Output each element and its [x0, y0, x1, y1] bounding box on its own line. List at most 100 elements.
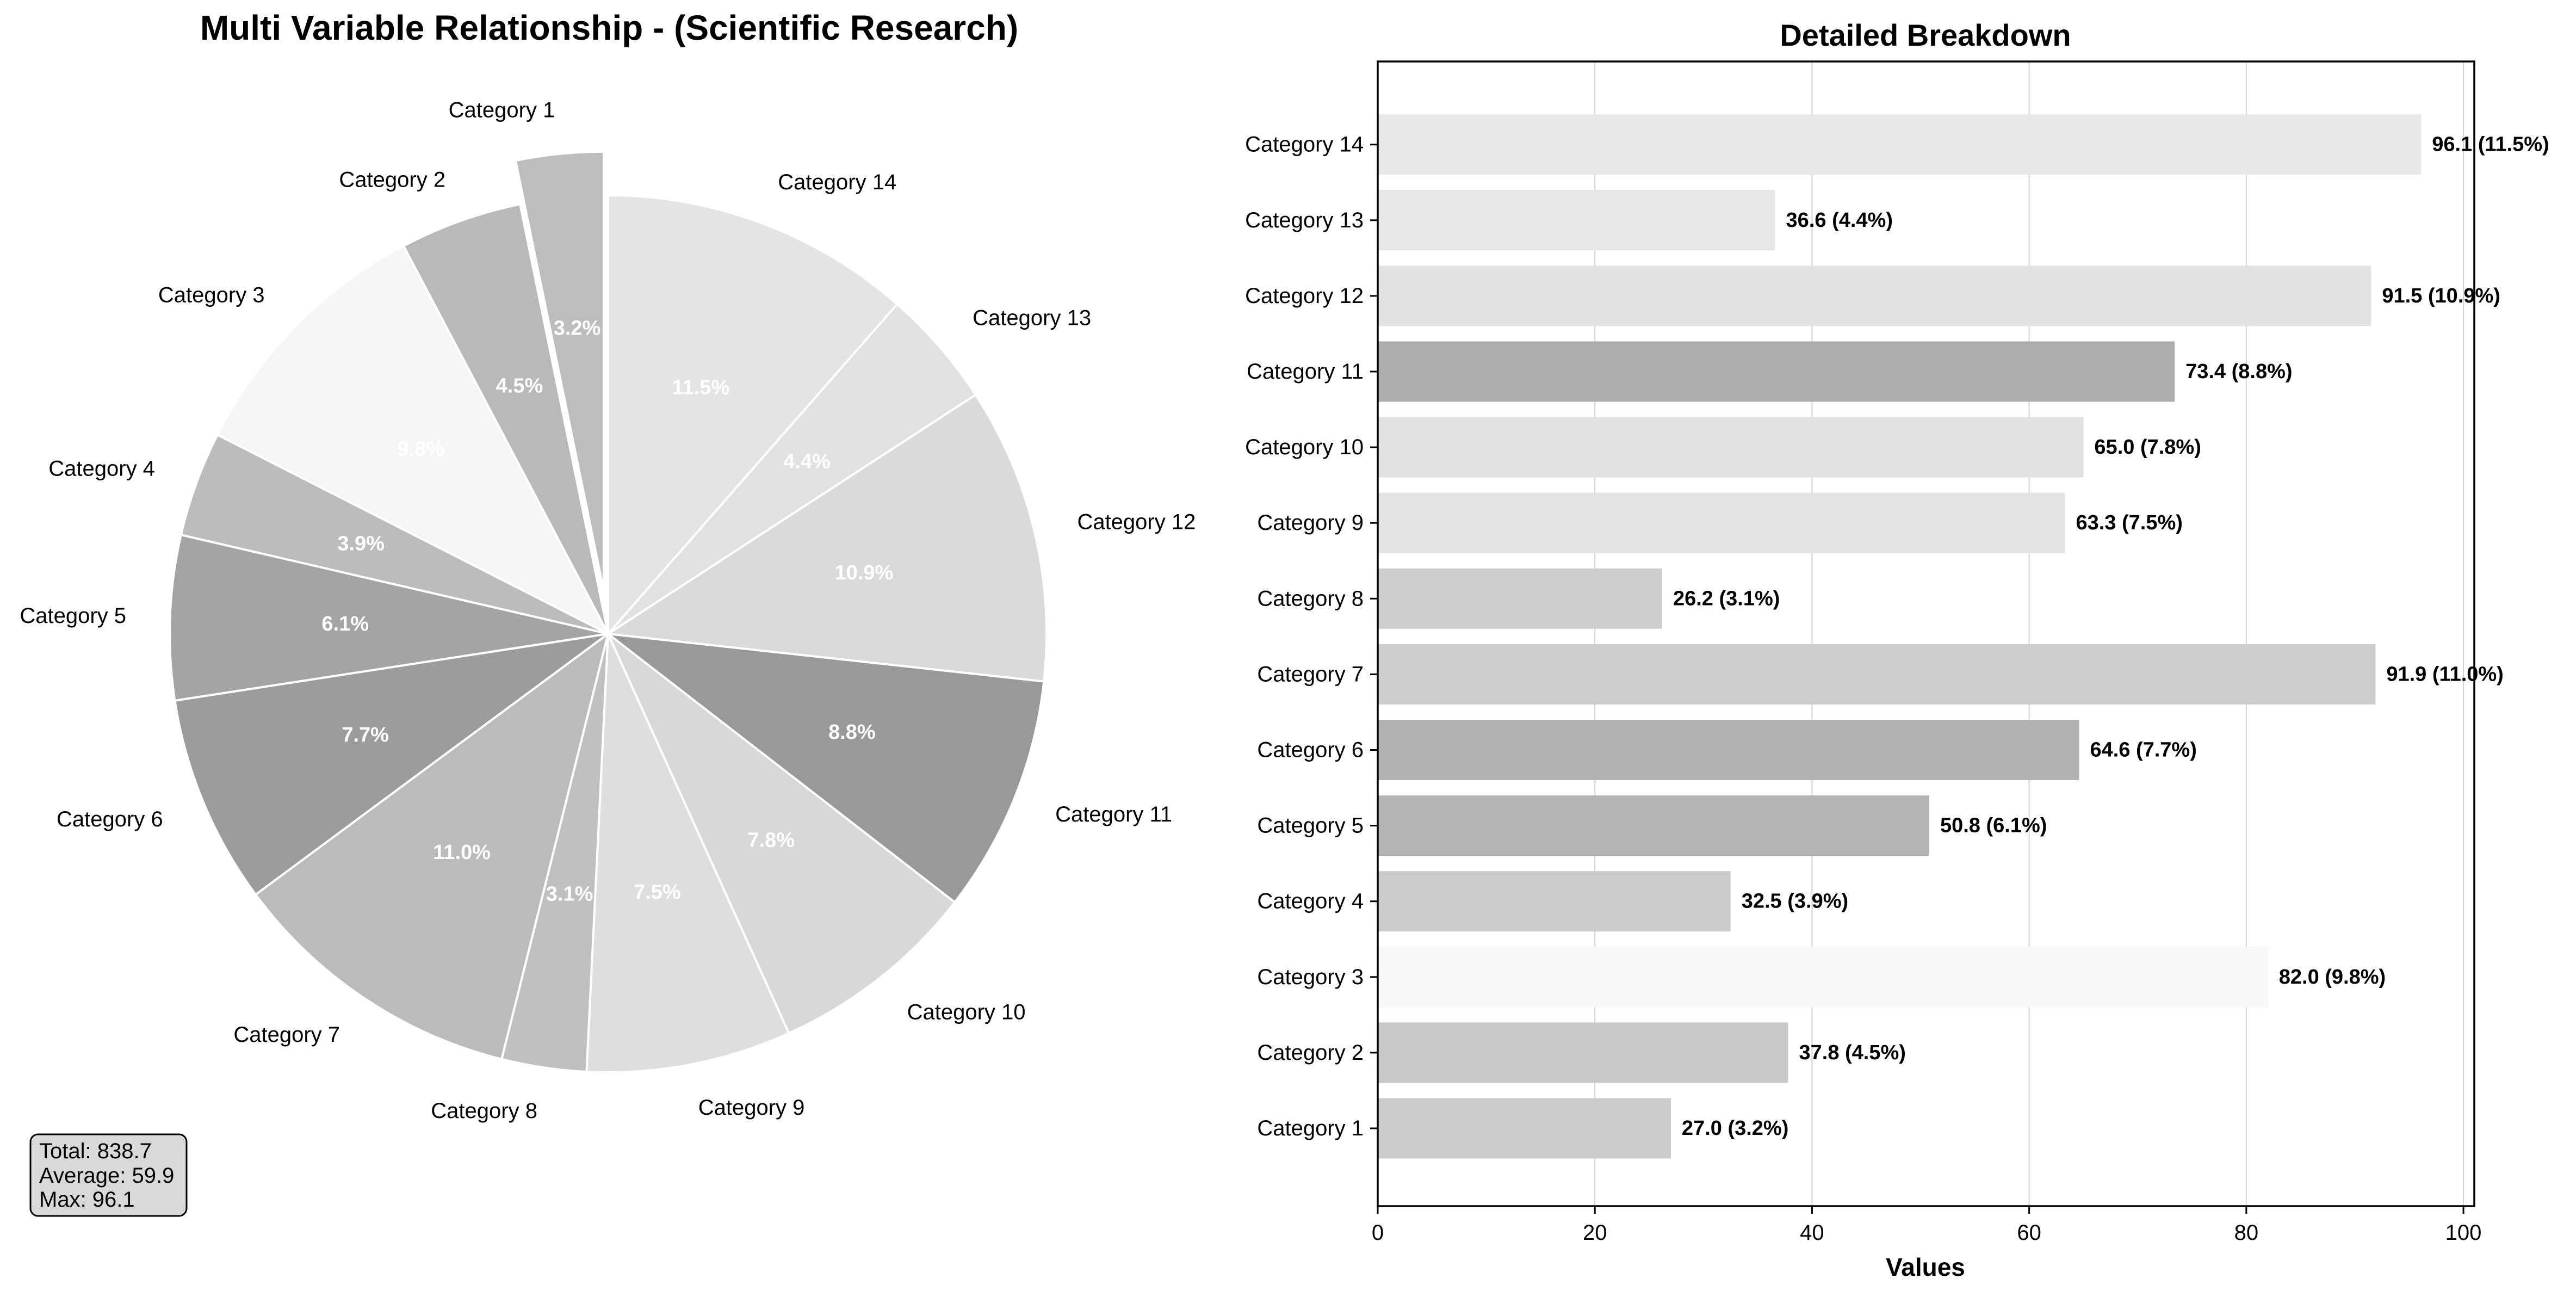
pie-slice-category-4 [179, 433, 609, 635]
pie-category-label: Category 9 [698, 1096, 805, 1120]
y-tick-label: Category 13 [1245, 208, 1364, 232]
pie-percent-label: 11.5% [672, 376, 730, 399]
y-tick-label: Category 9 [1257, 511, 1364, 535]
pie-chart-title: Multi Variable Relationship - (Scientifi… [200, 8, 1018, 47]
pie-percent-label: 10.9% [835, 561, 894, 584]
pie-slice-category-2 [402, 203, 609, 634]
bar-category-10 [1378, 417, 2084, 478]
pie-category-labels: Category 1 Category 2 Category 3 Category 4… [20, 98, 1196, 1123]
x-tick-label: 20 [1583, 1221, 1607, 1245]
stats-box: Total: 838.7 Average: 59.9 Max: 96.1 [29, 1133, 188, 1217]
pie-slices [169, 150, 1048, 1073]
stats-total: Total: 838.7 [39, 1139, 152, 1163]
pie-percent-label: 6.1% [321, 613, 369, 635]
y-tick-label: Category 14 [1245, 133, 1364, 157]
x-tick-label: 0 [1372, 1221, 1384, 1245]
bar-value-label: 82.0 (9.8%) [2279, 966, 2386, 989]
pie-percent-label: 7.5% [634, 881, 681, 904]
bar-category-axis: Category 1 Category 2 Category 3 Category 4… [1245, 133, 1378, 1140]
pie-percent-label: 8.8% [828, 721, 876, 744]
bar-value-axis: 0 20 40 60 80 100 [1372, 1206, 2482, 1245]
bar-category-3 [1378, 947, 2268, 1008]
bar-value-label: 36.6 (4.4%) [1786, 209, 1893, 232]
pie-slice-category-5 [169, 533, 609, 702]
pie-category-label: Category 5 [20, 604, 126, 628]
bar-value-label: 91.5 (10.9%) [2382, 285, 2500, 307]
pie-percent-labels: 3.2% 4.5% 9.8% 3.9% 6.1% 7.7% 11.0% 3.1% 7.5% 7.8… [321, 317, 893, 906]
bar-category-1 [1378, 1098, 1671, 1159]
bar-category-8 [1378, 568, 1662, 629]
y-tick-label: Category 11 [1247, 360, 1364, 384]
y-tick-label: Category 4 [1257, 890, 1364, 913]
y-tick-label: Category 3 [1257, 965, 1364, 989]
stats-average: Average: 59.9 [39, 1164, 174, 1188]
y-tick-label: Category 2 [1257, 1041, 1364, 1065]
pie-category-label: Category 12 [1077, 510, 1196, 534]
pie-category-label: Category 1 [449, 98, 555, 122]
pie-slice-category-10 [607, 633, 957, 1035]
pie-category-label: Category 11 [1055, 802, 1172, 826]
pie-slice-category-3 [216, 244, 611, 637]
pie-slice-category-9 [585, 633, 791, 1073]
y-tick-label: Category 1 [1257, 1116, 1364, 1140]
bar-value-label: 26.2 (3.1%) [1673, 587, 1780, 610]
stats-box-frame [29, 1133, 188, 1217]
pie-slice-category-14 [607, 194, 899, 637]
bar-category-6 [1378, 720, 2079, 780]
pie-category-label: Category 4 [48, 457, 155, 481]
bars [1378, 114, 2422, 1159]
y-tick-label: Category 10 [1245, 435, 1364, 459]
pie-percent-label: 11.0% [433, 841, 491, 864]
bar-value-label: 50.8 (6.1%) [1940, 814, 2047, 837]
y-tick-label: Category 8 [1257, 586, 1364, 610]
pie-category-label: Category 6 [57, 807, 163, 831]
bar-chart-title: Detailed Breakdown [1780, 18, 2071, 52]
bar-value-label: 64.6 (7.7%) [2090, 739, 2196, 762]
pie-chart: Multi Variable Relationship - (Scientifi… [20, 8, 1196, 1217]
x-tick-label: 80 [2234, 1221, 2259, 1245]
x-tick-label: 60 [2017, 1221, 2041, 1245]
bar-value-labels: 27.0 (3.2%) 37.8 (4.5%) 82.0 (9.8%) 32.5 (3… [1673, 133, 2549, 1140]
pie-percent-label: 7.8% [747, 829, 795, 851]
bar-category-7 [1378, 644, 2376, 705]
bar-value-label: 65.0 (7.8%) [2094, 436, 2201, 459]
x-tick-label: 100 [2445, 1221, 2482, 1245]
bar-category-13 [1378, 190, 1775, 251]
bar-value-label: 73.4 (8.8%) [2185, 360, 2292, 383]
pie-percent-label: 3.9% [337, 532, 385, 555]
bar-category-5 [1378, 795, 1929, 856]
bar-category-4 [1378, 871, 1731, 932]
bar-value-label: 32.5 (3.9%) [1742, 890, 1848, 913]
pie-category-label: Category 14 [778, 170, 896, 194]
y-tick-label: Category 6 [1257, 738, 1364, 762]
bar-gridlines [1377, 61, 2464, 1206]
y-tick-label: Category 12 [1245, 284, 1364, 308]
pie-category-label: Category 8 [431, 1099, 537, 1123]
y-tick-label: Category 7 [1257, 662, 1364, 686]
pie-category-label: Category 3 [158, 283, 265, 307]
bar-value-label: 96.1 (11.5%) [2432, 133, 2549, 156]
bar-value-label: 27.0 (3.2%) [1682, 1117, 1788, 1140]
pie-slice-category-1 [514, 150, 605, 591]
pie-percent-label: 3.2% [554, 317, 601, 340]
bar-value-label: 63.3 (7.5%) [2076, 511, 2182, 534]
bar-category-2 [1378, 1022, 1788, 1083]
pie-slice-category-12 [605, 393, 1048, 683]
pie-category-label: Category 2 [339, 168, 445, 192]
bar-category-14 [1378, 114, 2422, 175]
bar-category-12 [1378, 265, 2371, 326]
pie-category-label: Category 10 [907, 1000, 1026, 1024]
bar-value-label: 91.9 (11.0%) [2386, 663, 2503, 685]
bar-plot-frame [1377, 60, 2475, 1207]
y-tick-label: Category 5 [1257, 814, 1364, 838]
bar-chart: Detailed Breakdown 27.0 (3.2%) 37.8 (4.5%… [1245, 18, 2549, 1281]
pie-slice-category-6 [174, 633, 609, 897]
bar-category-11 [1378, 341, 2175, 402]
pie-percent-label: 4.4% [783, 450, 831, 473]
pie-slice-category-13 [607, 302, 977, 635]
x-tick-label: 40 [1800, 1221, 1824, 1245]
pie-percent-label: 3.1% [546, 882, 593, 905]
pie-percent-label: 9.8% [397, 438, 444, 461]
pie-category-label: Category 13 [973, 306, 1091, 330]
